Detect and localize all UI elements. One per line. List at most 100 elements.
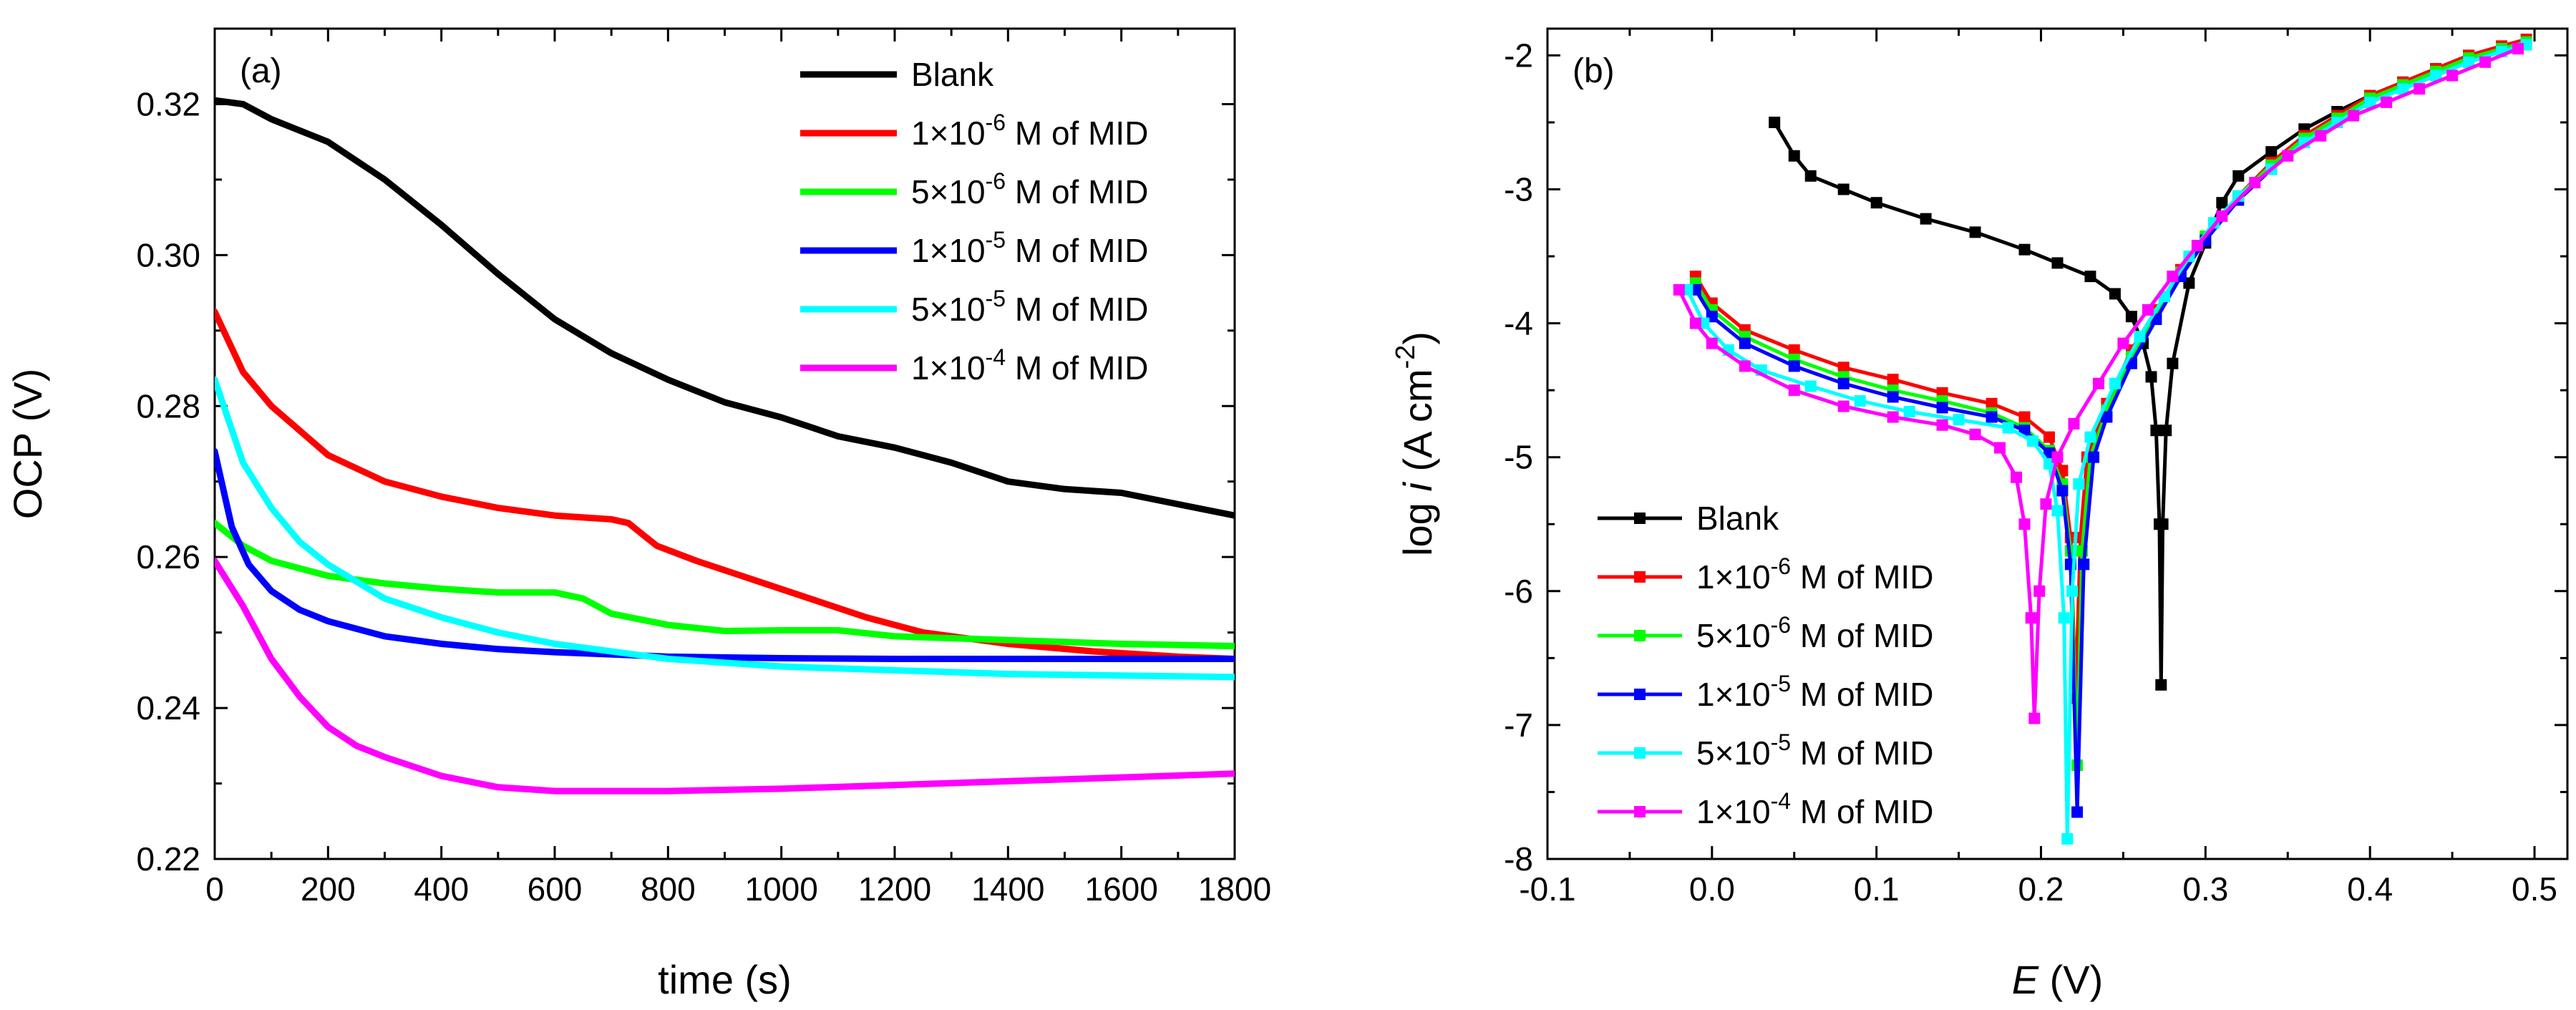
- x-tick-label: 800: [641, 870, 696, 908]
- legend-label-4: 5×10-5 M of MID: [911, 286, 1148, 328]
- series-marker-4: [2364, 96, 2376, 108]
- series-marker-5: [2068, 417, 2080, 429]
- legend-label-suffix: M of MID: [1006, 291, 1148, 328]
- series-group: [1673, 33, 2532, 845]
- y-axis-label-mid: (A cm: [1395, 369, 1440, 483]
- series-marker-0: [2109, 288, 2121, 300]
- series-line-0: [215, 97, 1235, 519]
- y-axis-label-sup: -2: [1391, 345, 1421, 369]
- legend-label-1: 1×10-6 M of MID: [911, 110, 1148, 152]
- series-marker-0: [1837, 183, 1850, 195]
- legend-label-exponent: -6: [986, 168, 1006, 194]
- series-marker-4: [2051, 505, 2064, 517]
- legend-marker-3: [1634, 689, 1646, 700]
- x-tick-label: 400: [414, 870, 469, 908]
- y-tick-label: -4: [1504, 305, 1533, 342]
- series-marker-5: [2216, 210, 2228, 222]
- y-tick-label: 0.28: [136, 387, 200, 424]
- series-marker-4: [1953, 414, 1965, 426]
- y-axis-label-symbol: i: [1395, 482, 1440, 492]
- series-marker-3: [2056, 485, 2069, 497]
- y-tick-label: -3: [1504, 171, 1533, 208]
- y-tick-label: 0.24: [136, 689, 200, 727]
- series-marker-0: [1870, 197, 1882, 209]
- series-marker-5: [2025, 612, 2037, 624]
- legend-marker-0: [1634, 513, 1646, 524]
- series-marker-5: [2446, 69, 2459, 82]
- series-marker-1: [1986, 397, 1998, 409]
- series-marker-3: [2088, 451, 2100, 463]
- legend-label-exponent: -6: [986, 110, 1006, 135]
- series-marker-4: [2002, 422, 2014, 434]
- legend-label-suffix: M of MID: [1791, 558, 1933, 596]
- y-tick-label: -8: [1504, 840, 1533, 878]
- series-marker-1: [1788, 344, 1800, 356]
- series-marker-1: [2043, 431, 2056, 443]
- series-marker-5: [1689, 317, 1701, 329]
- series-marker-5: [2051, 451, 2064, 463]
- series-marker-3: [1986, 411, 1998, 423]
- series-group: [215, 97, 1235, 795]
- series-line-2: [215, 520, 1235, 650]
- series-marker-5: [1739, 360, 1751, 372]
- x-tick-label: 0.4: [2347, 870, 2393, 908]
- legend-label-base: 1×10: [911, 115, 986, 152]
- legend-marker-5: [1634, 806, 1646, 817]
- x-axis-label: E (V): [2012, 957, 2104, 1002]
- legend-label-suffix: M of MID: [1006, 173, 1148, 210]
- series-marker-5: [2315, 130, 2327, 142]
- legend-label-base: 5×10: [1696, 617, 1771, 654]
- series-marker-1: [1837, 361, 1850, 374]
- series-line-2: [1693, 40, 2528, 767]
- series-marker-0: [1969, 226, 1981, 238]
- series-marker-4: [1804, 380, 1817, 392]
- legend-label-exponent: -6: [1771, 612, 1791, 638]
- legend-label-5: 1×10-4 M of MID: [911, 344, 1148, 387]
- legend-label-base: 1×10: [1696, 793, 1771, 830]
- series-marker-0: [2216, 197, 2228, 209]
- x-tick-label: 1600: [1084, 870, 1157, 908]
- x-tick-label: 1200: [858, 870, 931, 908]
- panel-label: (a): [240, 52, 282, 90]
- series-marker-5: [2348, 110, 2360, 122]
- legend-marker-1: [1634, 571, 1646, 583]
- series-marker-5: [1994, 442, 2006, 454]
- series-line-4: [1685, 43, 2528, 841]
- legend-label-base: Blank: [1696, 500, 1779, 537]
- series-marker-0: [2051, 257, 2064, 269]
- x-tick-label: -0.1: [1519, 870, 1575, 908]
- series-marker-3: [2071, 806, 2084, 818]
- series-marker-0: [2265, 146, 2278, 158]
- legend-label-base: Blank: [911, 56, 994, 93]
- legend-label-exponent: -5: [986, 286, 1006, 311]
- legend-label-suffix: M of MID: [1791, 734, 1933, 772]
- series-marker-5: [2117, 337, 2129, 349]
- legend-label-suffix: M of MID: [1006, 349, 1148, 387]
- y-tick-label: 0.22: [136, 840, 200, 878]
- legend-label-2: 5×10-6 M of MID: [911, 168, 1148, 210]
- plot-frame: [213, 27, 1236, 860]
- y-tick-label: -2: [1504, 37, 1533, 74]
- series-marker-5: [2167, 271, 2179, 283]
- series-marker-0: [2155, 679, 2167, 691]
- series-marker-0: [2018, 243, 2031, 256]
- series-marker-0: [2232, 170, 2245, 182]
- series-marker-5: [1788, 384, 1800, 397]
- series-marker-0: [2084, 271, 2096, 283]
- series-marker-5: [2092, 377, 2104, 389]
- legend-label-1: 1×10-6 M of MID: [1696, 553, 1933, 596]
- series-marker-3: [1788, 360, 1800, 372]
- x-tick-label: 0.0: [1689, 870, 1735, 908]
- series-marker-5: [1837, 400, 1850, 412]
- legend-label-3: 1×10-5 M of MID: [1696, 671, 1933, 713]
- x-axis-label: time (s): [658, 957, 792, 1002]
- series-marker-5: [2249, 177, 2261, 189]
- series-marker-5: [2011, 471, 2023, 483]
- x-tick-label: 0.5: [2512, 870, 2557, 908]
- series-marker-3: [1936, 402, 1948, 414]
- series-marker-4: [2073, 478, 2085, 490]
- legend-label-base: 1×10: [1696, 558, 1771, 596]
- series-marker-4: [2061, 832, 2074, 845]
- series-marker-4: [2109, 377, 2121, 389]
- legend-label-suffix: M of MID: [1791, 676, 1933, 713]
